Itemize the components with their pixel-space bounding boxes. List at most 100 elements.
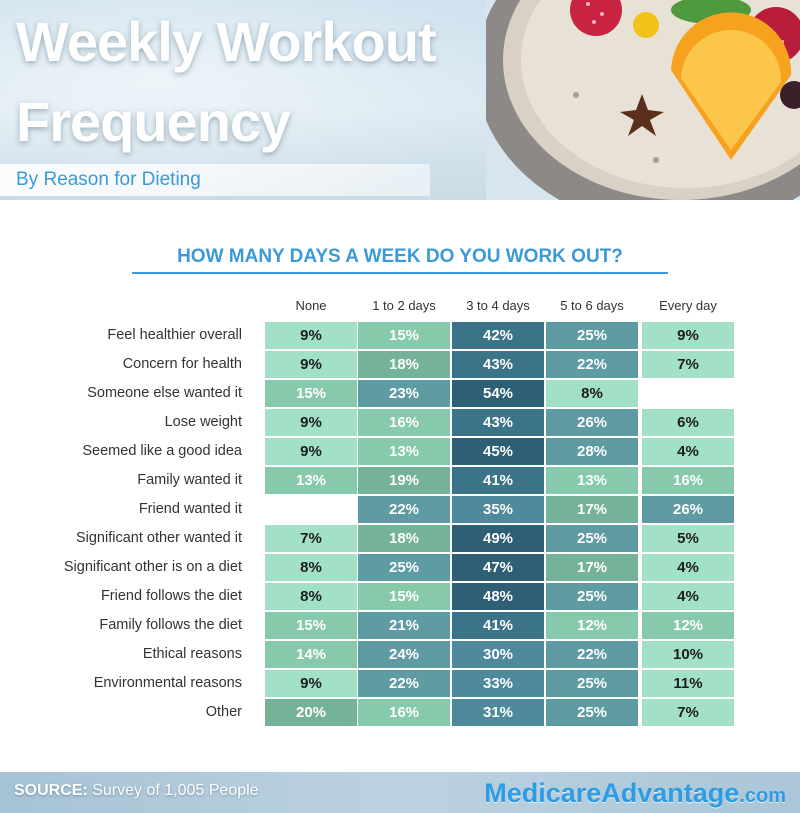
row-label: Friend follows the diet — [100, 588, 242, 604]
heatmap-cell: 22% — [358, 496, 450, 523]
brand-suffix: .com — [739, 785, 786, 807]
footer-bar — [0, 772, 800, 813]
heatmap-cell: 13% — [546, 467, 638, 494]
heatmap-cell: 54% — [452, 380, 544, 407]
heatmap-cell: 8% — [265, 554, 357, 581]
heatmap-cell: 13% — [265, 467, 357, 494]
heatmap-cell: 15% — [265, 380, 357, 407]
heatmap-cell: 25% — [546, 670, 638, 697]
heatmap-cell: 16% — [358, 409, 450, 436]
heatmap-cell: 9% — [265, 322, 357, 349]
chart-question: HOW MANY DAYS A WEEK DO YOU WORK OUT? — [132, 244, 668, 274]
row-label: Someone else wanted it — [87, 385, 242, 401]
page-title-line2: Frequency — [16, 90, 291, 153]
row-label: Lose weight — [164, 414, 242, 430]
source-note: SOURCE: Survey of 1,005 People — [14, 782, 259, 800]
heatmap-cell: 35% — [452, 496, 544, 523]
heatmap-cell: 9% — [265, 351, 357, 378]
row-label: Significant other is on a diet — [63, 559, 242, 575]
page-title-line1: Weekly Workout — [16, 10, 437, 73]
row-label: Family wanted it — [137, 472, 242, 488]
heatmap-cell: 22% — [546, 351, 638, 378]
heatmap-cell: 7% — [642, 699, 734, 726]
heatmap-cell: 31% — [452, 699, 544, 726]
subtitle-band — [0, 164, 430, 196]
heatmap-cell: 16% — [358, 699, 450, 726]
heatmap-cell: 26% — [546, 409, 638, 436]
heatmap-cell: 21% — [358, 612, 450, 639]
heatmap-cell: 8% — [265, 583, 357, 610]
column-header: 3 to 4 days — [466, 298, 530, 313]
row-label: Other — [205, 704, 242, 720]
row-label: Ethical reasons — [142, 646, 242, 662]
heatmap-cell: 14% — [265, 641, 357, 668]
heatmap-cell: 41% — [452, 612, 544, 639]
header-banner — [0, 0, 800, 200]
heatmap-cell: 4% — [642, 438, 734, 465]
heatmap-cell: 5% — [642, 525, 734, 552]
source-label: SOURCE: — [14, 782, 88, 799]
row-label: Concern for health — [122, 356, 242, 372]
heatmap-cell: 25% — [546, 525, 638, 552]
heatmap-cell: 9% — [265, 409, 357, 436]
heatmap-cell: 16% — [642, 467, 734, 494]
heatmap-cell: 18% — [358, 351, 450, 378]
heatmap-cell: 22% — [358, 670, 450, 697]
heatmap-cell: 11% — [642, 670, 734, 697]
page-subtitle: By Reason for Dieting — [16, 169, 201, 190]
heatmap-cell: 18% — [358, 525, 450, 552]
oatmeal-bowl-image — [486, 0, 800, 200]
column-header: None — [295, 298, 327, 313]
heatmap-cell: 17% — [546, 554, 638, 581]
heatmap-cell: 49% — [452, 525, 544, 552]
heatmap-cell: 43% — [452, 351, 544, 378]
heatmap-cell: 15% — [265, 612, 357, 639]
heatmap-cell: 24% — [358, 641, 450, 668]
row-label: Family follows the diet — [99, 617, 242, 633]
column-header: Every day — [659, 298, 717, 313]
heatmap-cell: 7% — [265, 525, 357, 552]
heatmap-cell: 42% — [452, 322, 544, 349]
heatmap-cell: 15% — [358, 322, 450, 349]
heatmap-cell: 9% — [265, 670, 357, 697]
heatmap-cell: 10% — [642, 641, 734, 668]
brand-logo: MedicareAdvantage.com — [484, 776, 786, 813]
heatmap-cell: 30% — [452, 641, 544, 668]
heatmap-cell: 15% — [358, 583, 450, 610]
heatmap-cell: 20% — [265, 699, 357, 726]
heatmap-cell: 12% — [642, 612, 734, 639]
heatmap-cell: 48% — [452, 583, 544, 610]
heatmap-cell: 12% — [546, 612, 638, 639]
heatmap-cell: 25% — [358, 554, 450, 581]
heatmap-cell: 17% — [546, 496, 638, 523]
row-label: Environmental reasons — [93, 675, 242, 691]
heatmap-cell: 25% — [546, 699, 638, 726]
row-label: Feel healthier overall — [107, 327, 242, 343]
heatmap-cell: 4% — [642, 583, 734, 610]
source-text: Survey of 1,005 People — [92, 782, 259, 799]
heatmap-cell: 25% — [546, 583, 638, 610]
column-header: 5 to 6 days — [560, 298, 624, 313]
heatmap-cell: 28% — [546, 438, 638, 465]
heatmap-cell: 25% — [546, 322, 638, 349]
column-header: 1 to 2 days — [372, 298, 436, 313]
brand-name: MedicareAdvantage — [484, 778, 740, 808]
heatmap-cell: 8% — [546, 380, 638, 407]
row-label: Seemed like a good idea — [82, 443, 242, 459]
heatmap-cell: 41% — [452, 467, 544, 494]
heatmap-cell: 6% — [642, 409, 734, 436]
heatmap-cell: 22% — [546, 641, 638, 668]
heatmap-cell: 47% — [452, 554, 544, 581]
heatmap-cell: 23% — [358, 380, 450, 407]
heatmap-cell: 19% — [358, 467, 450, 494]
heatmap-cell: 26% — [642, 496, 734, 523]
heatmap-cell: 13% — [358, 438, 450, 465]
heatmap-cell: 9% — [265, 438, 357, 465]
heatmap-cell: 4% — [642, 554, 734, 581]
heatmap-cell: 33% — [452, 670, 544, 697]
row-label: Friend wanted it — [138, 501, 242, 517]
heatmap-cell: 9% — [642, 322, 734, 349]
heatmap-cell: 43% — [452, 409, 544, 436]
heatmap-cell: 7% — [642, 351, 734, 378]
heatmap-cell: 45% — [452, 438, 544, 465]
